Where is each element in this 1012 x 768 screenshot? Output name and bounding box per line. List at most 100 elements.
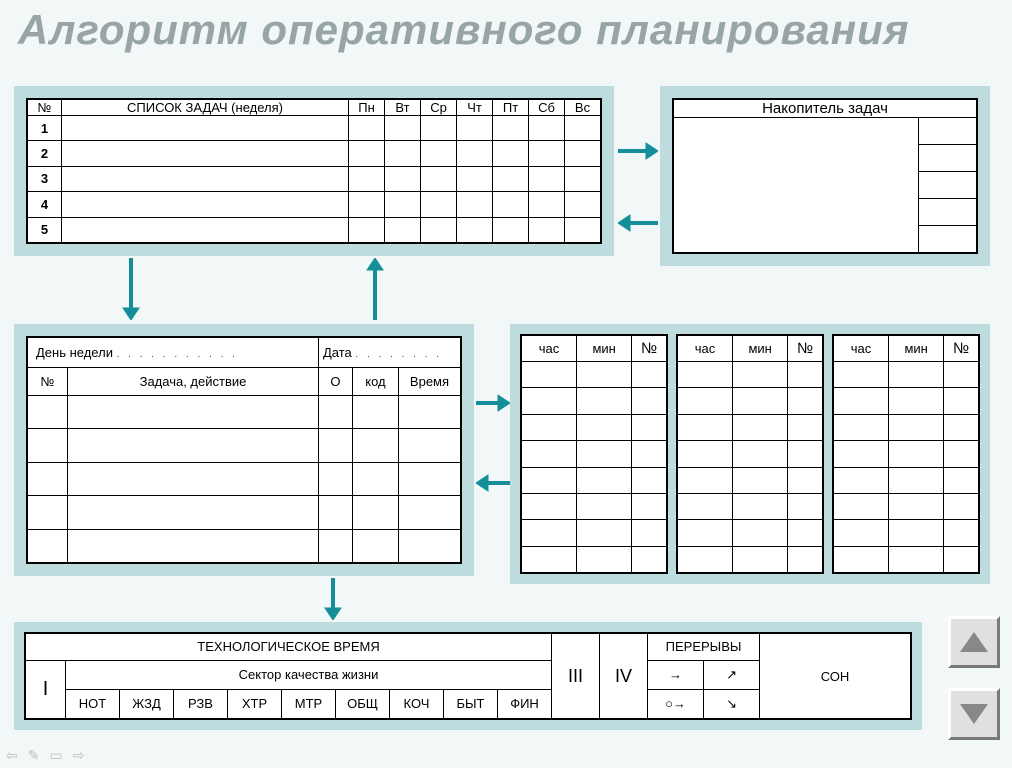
timecard-col-hour: час xyxy=(834,336,889,362)
timecard-cell xyxy=(632,388,667,414)
sector-code-6: КОЧ xyxy=(390,689,444,718)
timecard-cell xyxy=(733,546,788,572)
daily-cell xyxy=(68,496,319,529)
accumulator-panel: Накопитель задач xyxy=(660,86,990,266)
timecard-cell xyxy=(834,414,889,440)
weekly-cell xyxy=(62,141,349,166)
weekly-cell xyxy=(529,141,565,166)
daily-cell xyxy=(352,529,398,562)
timecard-cell xyxy=(834,546,889,572)
timecard-cell xyxy=(944,493,979,519)
daily-cell xyxy=(398,462,460,495)
daily-cell xyxy=(28,462,68,495)
daily-cell xyxy=(352,429,398,462)
timecard-cell xyxy=(889,493,944,519)
footer-screen-icon[interactable]: ▭ xyxy=(49,747,62,764)
weekly-cell xyxy=(565,192,601,217)
weekly-cell xyxy=(457,217,493,242)
page-title: Алгоритм оперативного планирования xyxy=(18,6,910,54)
timecard-cell xyxy=(889,388,944,414)
footer-toolbar: ⇦ ✎ ▭ ⇨ xyxy=(6,747,84,764)
timecard-cell xyxy=(678,441,733,467)
timecard-cell xyxy=(522,414,577,440)
timecard-col-min: мин xyxy=(733,336,788,362)
timecard-cell xyxy=(733,520,788,546)
timecard-col-num: № xyxy=(944,336,979,362)
weekly-cell xyxy=(349,116,385,141)
sector-code-7: БЫТ xyxy=(444,689,498,718)
timecard-cell xyxy=(632,520,667,546)
weekly-cell xyxy=(349,166,385,191)
timecard-cell xyxy=(522,441,577,467)
daily-cell xyxy=(398,529,460,562)
daily-cell xyxy=(318,496,352,529)
arrow-daily-to-tech-down xyxy=(322,578,344,620)
daily-cell xyxy=(352,396,398,429)
timecard-col-num: № xyxy=(632,336,667,362)
weekly-row-num: 3 xyxy=(28,166,62,191)
timecard-col-hour: час xyxy=(522,336,577,362)
sector-code-2: РЗВ xyxy=(174,689,228,718)
timecard-cell xyxy=(577,493,632,519)
nav-down-button[interactable] xyxy=(948,688,1000,740)
accumulator-main-cell xyxy=(674,118,919,253)
timecard-cell xyxy=(733,362,788,388)
weekly-cell xyxy=(493,116,529,141)
timecard-cell xyxy=(522,546,577,572)
weekly-row-num: 1 xyxy=(28,116,62,141)
tech-table: ТЕХНОЛОГИЧЕСКОЕ ВРЕМЯ III IV ПЕРЕРЫВЫ СО… xyxy=(25,633,911,719)
weekly-cell xyxy=(493,141,529,166)
weekly-day-0: Пн xyxy=(349,100,385,116)
timecard-cell xyxy=(944,467,979,493)
accumulator-side-cell xyxy=(919,226,977,253)
sector-code-5: ОБЩ xyxy=(336,689,390,718)
sector-code-8: ФИН xyxy=(498,689,552,718)
daily-cell xyxy=(398,429,460,462)
timecard-cell xyxy=(632,414,667,440)
timecard-cell xyxy=(788,467,823,493)
timecard-cell xyxy=(889,520,944,546)
triangle-up-icon xyxy=(960,632,988,652)
footer-pen-icon[interactable]: ✎ xyxy=(28,747,40,764)
weekly-cell xyxy=(385,217,421,242)
arrow-weekly-to-daily-down xyxy=(120,258,142,320)
break-sym-1-0: ○→ xyxy=(648,689,704,718)
footer-next-icon[interactable]: ⇨ xyxy=(73,747,85,764)
roman-4: IV xyxy=(600,634,648,719)
timecard-cell xyxy=(834,441,889,467)
triangle-down-icon xyxy=(960,704,988,724)
weekly-cell xyxy=(565,166,601,191)
daily-cell xyxy=(352,462,398,495)
weekly-cell xyxy=(529,192,565,217)
timecard-cell xyxy=(577,362,632,388)
weekly-cell xyxy=(421,192,457,217)
sector-code-3: ХТР xyxy=(228,689,282,718)
timecard-3: часмин№ xyxy=(832,334,980,574)
timecards-panel: часмин№ часмин№ часмин№ xyxy=(510,324,990,584)
weekly-cell xyxy=(493,192,529,217)
footer-arrows-icon[interactable]: ⇦ xyxy=(6,747,18,764)
weekly-cell xyxy=(457,141,493,166)
weekly-cell xyxy=(457,166,493,191)
weekly-row-num: 2 xyxy=(28,141,62,166)
weekly-cell xyxy=(421,217,457,242)
weekly-day-4: Пт xyxy=(493,100,529,116)
timecard-cell xyxy=(733,467,788,493)
break-sym-1-1: ↘ xyxy=(704,689,760,718)
weekly-cell xyxy=(349,217,385,242)
sector-code-4: МТР xyxy=(282,689,336,718)
daily-cell xyxy=(398,396,460,429)
nav-up-button[interactable] xyxy=(948,616,1000,668)
weekly-cell xyxy=(62,217,349,242)
weekly-cell xyxy=(457,192,493,217)
timecard-cell xyxy=(577,520,632,546)
timecard-cell xyxy=(632,362,667,388)
timecard-cell xyxy=(632,441,667,467)
weekly-cell xyxy=(529,166,565,191)
sector-code-0: НОТ xyxy=(66,689,120,718)
daily-day-label: День недели . . . . . . . . . . . xyxy=(28,338,319,368)
daily-table: День недели . . . . . . . . . . . Дата .… xyxy=(27,337,461,563)
break-sym-0-0: → xyxy=(648,660,704,689)
arrow-weekly-to-accum xyxy=(618,140,658,162)
daily-cell xyxy=(318,462,352,495)
